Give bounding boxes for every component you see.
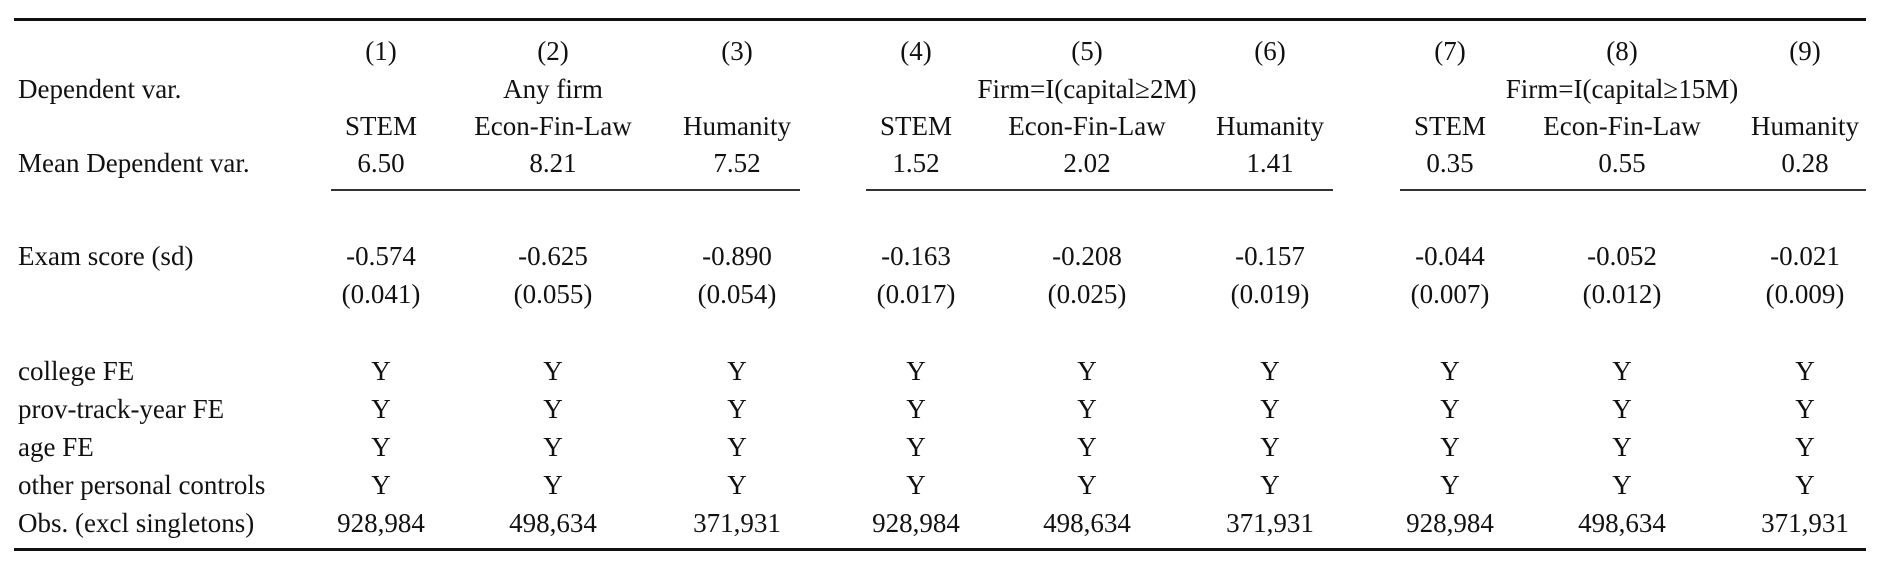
group-rule [1400, 189, 1866, 191]
row-label: college FE [18, 356, 135, 386]
group-rule [866, 189, 1333, 191]
row-label: other personal controls [18, 470, 266, 500]
mean-label: Mean Dependent var. [18, 148, 250, 178]
table-bottom-rule [14, 548, 1866, 551]
mean-row: Mean Dependent var. 6.50 8.21 7.52 1.52 … [0, 144, 1881, 182]
dependent-var-label: Dependent var. [18, 74, 182, 104]
group-rule [331, 189, 800, 191]
table-row: Exam score (sd) -0.574 -0.625 -0.890 -0.… [0, 237, 1881, 275]
table-row: other personal controls Y Y Y Y Y Y Y Y … [0, 466, 1881, 504]
dependent-var-row: Dependent var. Any firm Firm=I(capital≥2… [0, 70, 1881, 108]
row-label: prov-track-year FE [18, 394, 225, 424]
row-label: Exam score (sd) [18, 241, 194, 271]
row-label: age FE [18, 432, 94, 462]
table-top-rule [14, 18, 1866, 21]
table-row: Obs. (excl singletons) 928,984 498,634 3… [0, 504, 1881, 542]
subheader-row: STEM Econ-Fin-Law Humanity STEM Econ-Fin… [345, 111, 1859, 141]
column-number-row: (1) (2) (3) (4) (5) (6) (7) (8) (9) [365, 36, 1821, 66]
table-row: age FE Y Y Y Y Y Y Y Y Y [0, 428, 1881, 466]
table-row: (0.041) (0.055) (0.054) (0.017) (0.025) … [341, 279, 1845, 309]
row-label: Obs. (excl singletons) [18, 508, 255, 538]
table-row: prov-track-year FE Y Y Y Y Y Y Y Y Y [0, 390, 1881, 428]
table-row: college FE Y Y Y Y Y Y Y Y Y [0, 352, 1881, 390]
